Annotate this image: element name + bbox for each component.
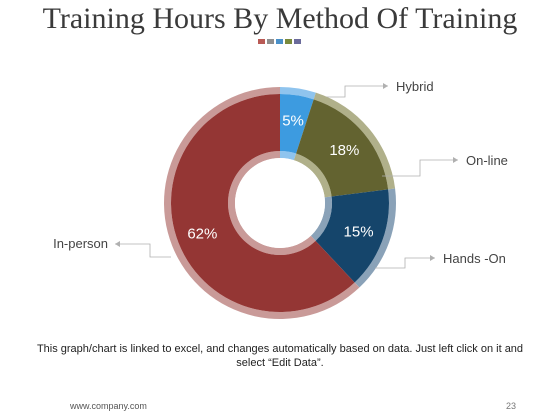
deco-square: [258, 39, 265, 44]
pie-slice-on-line[interactable]: [296, 99, 389, 197]
deco-square: [294, 39, 301, 44]
category-label: Hybrid: [396, 79, 434, 94]
deco-square: [276, 39, 283, 44]
slice-value-label: 15%: [344, 223, 374, 240]
slice-value-label: 5%: [282, 113, 304, 130]
leader-arrow-icon: [383, 83, 388, 89]
title-decoration: [258, 39, 301, 44]
slice-inner-band: [227, 151, 316, 255]
deco-square: [267, 39, 274, 44]
deco-square: [285, 39, 292, 44]
leader-arrow-icon: [453, 157, 458, 163]
chart-note: This graph/chart is linked to excel, and…: [36, 343, 524, 369]
slice-inner-band: [293, 153, 332, 198]
category-label: Hands -On: [443, 251, 506, 266]
slice-inner-band: [280, 151, 297, 161]
pie-slice-in-person[interactable]: [170, 93, 355, 312]
pie-slice-hands-on[interactable]: [315, 189, 389, 283]
page-number: 23: [506, 401, 517, 411]
slice-inner-band: [310, 196, 332, 241]
category-label: On-line: [466, 153, 508, 168]
category-label: In-person: [53, 236, 108, 251]
slice-value-label: 18%: [329, 142, 359, 159]
leader-line: [382, 159, 458, 177]
leader-line: [375, 257, 435, 269]
pie-slice-hybrid[interactable]: [280, 94, 314, 154]
leader-line: [318, 85, 388, 98]
slice-value-label: 62%: [187, 226, 217, 243]
leader-line: [115, 243, 171, 258]
leader-arrow-icon: [115, 241, 120, 247]
slice-outer-band: [280, 87, 316, 100]
leader-arrow-icon: [430, 255, 435, 261]
donut-hole: [235, 158, 325, 248]
slice-outer-band: [164, 87, 360, 319]
slice-outer-band: [313, 92, 396, 190]
page-title: Training Hours By Method Of Training: [42, 2, 518, 35]
footer-url[interactable]: www.company.com: [70, 401, 147, 411]
